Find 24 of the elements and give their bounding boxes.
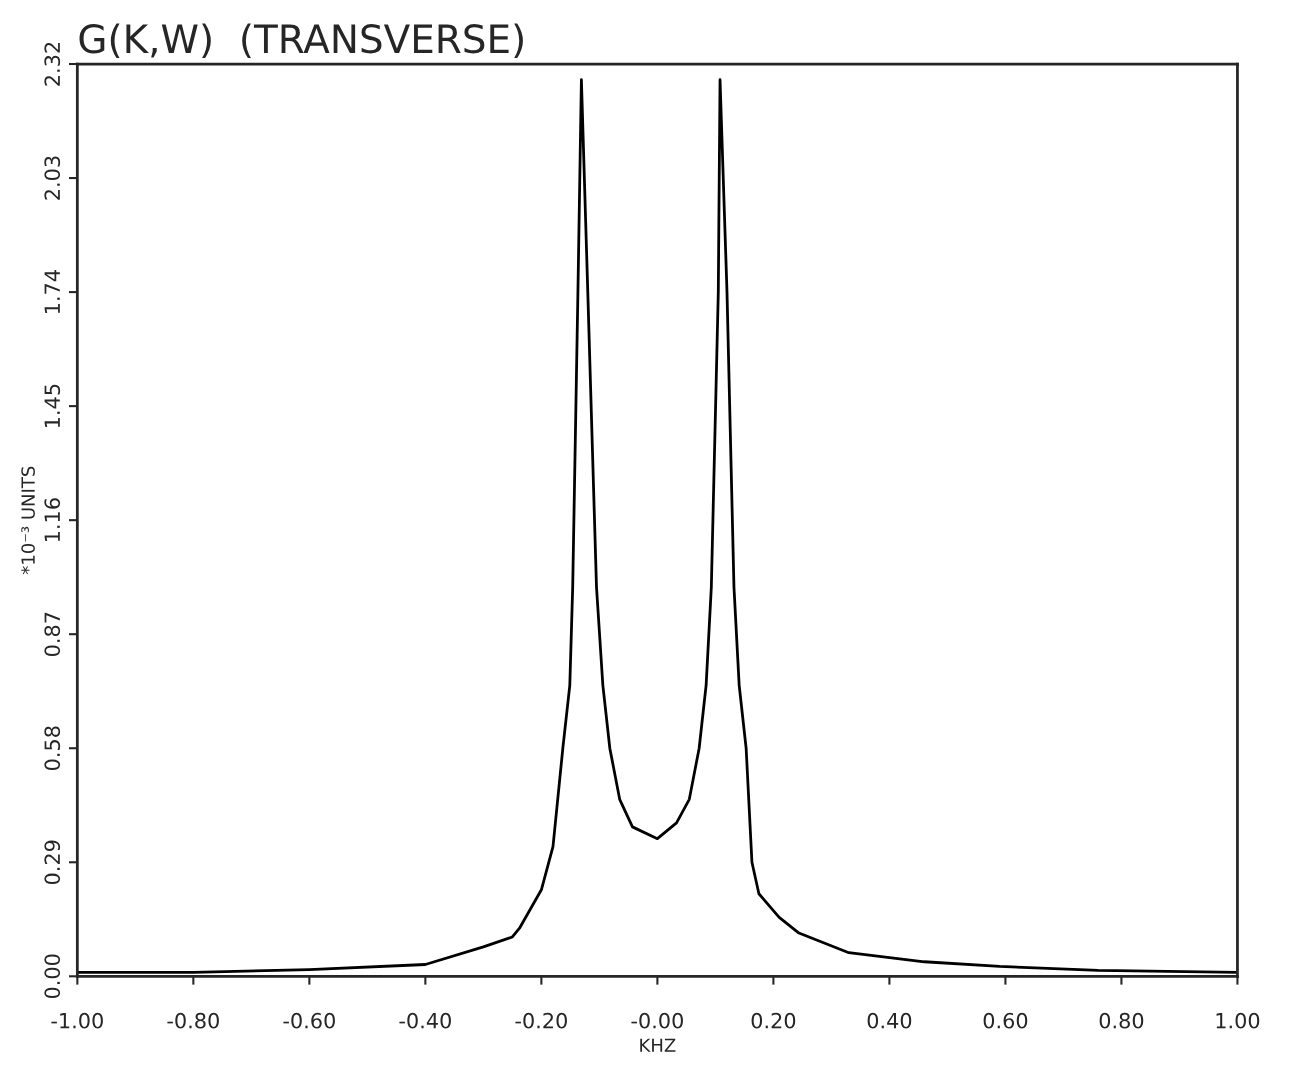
x-tick-label: 0.60 xyxy=(983,1012,1028,1029)
x-tick-label: -1.00 xyxy=(51,1012,103,1029)
x-tick-label: 1.00 xyxy=(1216,1012,1260,1029)
x-tick-label: -0.80 xyxy=(167,1012,219,1029)
x-tick-label: -0.60 xyxy=(283,1012,335,1029)
x-tick-label: 0.80 xyxy=(1099,1012,1144,1029)
chart-title: G(K,W) (TRANSVERSE) xyxy=(79,23,523,59)
y-tick-label: 1.16 xyxy=(44,498,61,542)
y-tick-label: 0.00 xyxy=(44,954,61,999)
y-tick-label: 2.03 xyxy=(44,156,61,200)
x-tick-label: 0.40 xyxy=(867,1012,912,1029)
y-tick-label: 1.45 xyxy=(44,384,61,428)
x-tick-label: -0.40 xyxy=(399,1012,451,1029)
y-tick-label: 0.29 xyxy=(44,840,61,885)
y-axis-title: *10⁻³ UNITS xyxy=(21,466,35,575)
x-tick-label: -0.20 xyxy=(515,1012,567,1029)
x-tick-label: 0.20 xyxy=(751,1012,796,1029)
x-axis-title: KHZ xyxy=(640,1038,676,1052)
x-tick-label: -0.00 xyxy=(631,1012,683,1029)
y-tick-label: 0.58 xyxy=(44,726,61,771)
y-tick-label: 2.32 xyxy=(44,42,61,86)
line-series xyxy=(77,78,1238,974)
y-tick-label: 1.74 xyxy=(44,270,60,313)
y-tick-label: 0.87 xyxy=(44,612,61,657)
